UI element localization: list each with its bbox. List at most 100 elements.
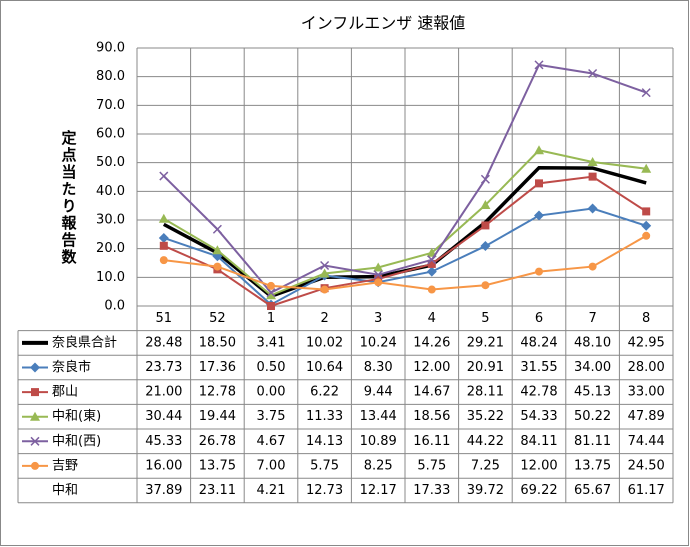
table-cell: 13.75 — [574, 458, 611, 473]
table-cell: 12.00 — [413, 360, 450, 375]
marker — [158, 232, 169, 243]
x-tick-label: 51 — [156, 311, 173, 326]
table-cell: 74.44 — [628, 434, 665, 449]
marker — [427, 259, 436, 268]
table-cell: 4.67 — [257, 434, 286, 449]
table-cell: 28.00 — [628, 360, 665, 375]
table-cell: 12.17 — [360, 483, 397, 498]
table-cell: 18.56 — [413, 409, 450, 424]
table-cell: 48.24 — [520, 335, 557, 350]
marker — [427, 255, 437, 265]
table-cell: 16.00 — [145, 458, 182, 473]
x-tick-label: 3 — [374, 311, 382, 326]
marker — [588, 172, 597, 181]
marker — [587, 203, 598, 214]
table-cell: 13.44 — [360, 409, 397, 424]
x-tick-label: 6 — [535, 311, 543, 326]
table-cell: 20.91 — [467, 360, 504, 375]
y-tick-label: 0.0 — [104, 299, 125, 314]
table-cell: 14.26 — [413, 335, 450, 350]
marker — [481, 281, 490, 290]
marker — [320, 285, 329, 294]
table-cell: 13.75 — [199, 458, 236, 473]
x-tick-label: 8 — [642, 311, 650, 326]
marker — [480, 200, 491, 210]
table-cell: 17.33 — [413, 483, 450, 498]
table-cell: 18.50 — [199, 335, 236, 350]
table-cell: 31.55 — [520, 360, 557, 375]
legend-label: 奈良市 — [52, 359, 91, 375]
table-cell: 84.11 — [520, 434, 557, 449]
marker — [158, 213, 169, 223]
x-tick-label: 7 — [588, 311, 596, 326]
table-cell: 42.78 — [520, 385, 557, 400]
marker — [534, 60, 544, 70]
table-cell: 42.95 — [628, 335, 665, 350]
marker — [212, 251, 223, 262]
table-cell: 16.11 — [413, 434, 450, 449]
series-line — [163, 234, 647, 291]
table-cell: 4.21 — [257, 483, 286, 498]
table-cell: 0.00 — [257, 385, 286, 400]
marker — [588, 262, 597, 271]
marker — [31, 461, 39, 470]
marker — [642, 231, 651, 240]
table-cell: 12.73 — [306, 483, 343, 498]
table-cell: 30.44 — [145, 409, 182, 424]
table-cell: 28.11 — [467, 385, 504, 400]
table-cell: 17.36 — [199, 360, 236, 375]
legend-label: 奈良県合計 — [52, 334, 117, 350]
table-cell: 7.00 — [257, 458, 286, 473]
marker — [641, 88, 651, 98]
table-cell: 54.33 — [520, 409, 557, 424]
table-cell: 10.64 — [306, 360, 343, 375]
table-cell: 81.11 — [574, 434, 611, 449]
table-cell: 24.50 — [628, 458, 665, 473]
table-cell: 39.72 — [467, 483, 504, 498]
table-cell: 0.50 — [257, 360, 286, 375]
y-tick-label: 40.0 — [96, 184, 125, 199]
y-tick-label: 50.0 — [96, 155, 125, 170]
table-cell: 21.00 — [145, 385, 182, 400]
table-cell: 19.44 — [199, 409, 236, 424]
table-cell: 10.02 — [306, 335, 343, 350]
table-cell: 12.78 — [199, 385, 236, 400]
table-cell: 29.21 — [467, 335, 504, 350]
series-line — [163, 149, 647, 297]
marker — [30, 362, 40, 373]
table-cell: 69.22 — [520, 483, 557, 498]
marker — [480, 241, 491, 252]
marker — [588, 68, 598, 79]
legend-label: 中和 — [52, 483, 78, 498]
table-cell: 26.78 — [199, 434, 236, 449]
legend-label: 吉野 — [52, 458, 78, 473]
x-tick-label: 1 — [267, 311, 275, 326]
x-tick-label: 5 — [481, 311, 489, 326]
table-cell: 5.75 — [310, 458, 339, 473]
marker — [159, 171, 169, 181]
x-tick-label: 2 — [320, 311, 328, 326]
y-tick-label: 90.0 — [96, 41, 125, 56]
marker — [535, 179, 543, 188]
table-cell: 45.33 — [145, 434, 182, 449]
table-cell: 44.22 — [467, 434, 504, 449]
marker — [31, 388, 39, 397]
series-line — [163, 207, 647, 306]
marker — [266, 288, 276, 298]
table-cell: 8.30 — [364, 360, 393, 375]
table-cell: 14.13 — [306, 434, 343, 449]
table-cell: 47.89 — [628, 409, 665, 424]
marker — [373, 262, 384, 272]
table-cell: 23.11 — [199, 483, 236, 498]
table-cell: 8.25 — [364, 458, 393, 473]
marker — [159, 256, 168, 265]
marker — [642, 207, 651, 216]
chart-title: インフルエンザ 速報値 — [301, 14, 466, 33]
y-tick-label: 70.0 — [96, 98, 125, 113]
marker — [213, 262, 222, 271]
table-cell: 34.00 — [574, 360, 611, 375]
marker — [319, 268, 330, 278]
y-tick-label: 30.0 — [96, 213, 125, 228]
table-cell: 35.22 — [467, 409, 504, 424]
marker — [534, 210, 544, 221]
